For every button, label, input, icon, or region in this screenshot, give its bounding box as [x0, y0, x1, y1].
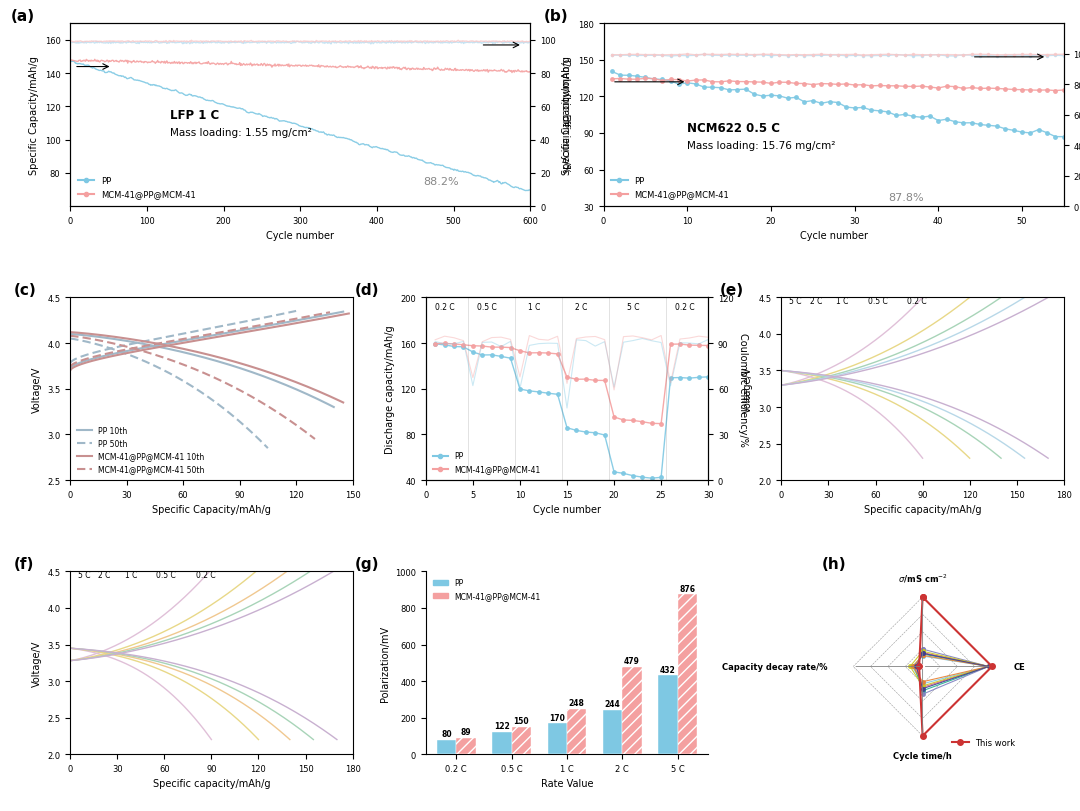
- Y-axis label: Polarization/mV: Polarization/mV: [379, 625, 390, 701]
- Bar: [567, 709, 586, 754]
- Text: Mass loading: 15.76 mg/cm²: Mass loading: 15.76 mg/cm²: [687, 140, 836, 150]
- X-axis label: Cycle number: Cycle number: [799, 231, 867, 241]
- X-axis label: Specific capacity/mAh/g: Specific capacity/mAh/g: [152, 779, 270, 788]
- Text: 170: 170: [550, 713, 565, 722]
- Text: 1 C: 1 C: [836, 297, 849, 306]
- Y-axis label: Coulombic Efficiency/%: Coulombic Efficiency/%: [559, 58, 570, 173]
- Text: 122: 122: [494, 722, 510, 731]
- Bar: [622, 667, 642, 754]
- Text: 150: 150: [513, 716, 529, 725]
- Text: 2 C: 2 C: [98, 571, 111, 580]
- Text: 876: 876: [679, 584, 696, 593]
- Bar: [659, 676, 678, 754]
- Legend: PP, MCM-41@PP@MCM-41: PP, MCM-41@PP@MCM-41: [608, 174, 732, 203]
- Text: (a): (a): [11, 9, 35, 24]
- Text: 89: 89: [461, 727, 471, 736]
- Legend: PP 10th, PP 50th, MCM-41@PP@MCM-41 10th, MCM-41@PP@MCM-41 50th: PP 10th, PP 50th, MCM-41@PP@MCM-41 10th,…: [75, 423, 207, 477]
- Text: 1 C: 1 C: [125, 571, 137, 580]
- Legend: PP, MCM-41@PP@MCM-41: PP, MCM-41@PP@MCM-41: [430, 448, 543, 477]
- Text: 0.2 C: 0.2 C: [675, 303, 694, 311]
- Text: 0.2 C: 0.2 C: [195, 571, 215, 580]
- Text: NCM622 0.5 C: NCM622 0.5 C: [687, 122, 780, 135]
- Bar: [512, 727, 531, 754]
- Y-axis label: Voltage/V: Voltage/V: [743, 366, 753, 413]
- Text: Capacity decay rate/%: Capacity decay rate/%: [723, 662, 827, 672]
- Text: (b): (b): [544, 9, 568, 24]
- Text: 479: 479: [624, 656, 640, 665]
- Text: 2 C: 2 C: [810, 297, 822, 306]
- Y-axis label: Discharge capacity/mAh/g: Discharge capacity/mAh/g: [384, 325, 394, 453]
- X-axis label: Specific Capacity/mAh/g: Specific Capacity/mAh/g: [152, 504, 271, 515]
- Legend: This work: This work: [949, 735, 1018, 750]
- Y-axis label: Voltage/V: Voltage/V: [31, 640, 42, 686]
- Text: 80: 80: [442, 729, 451, 738]
- Text: 5 C: 5 C: [626, 303, 639, 311]
- Text: 0.5 C: 0.5 C: [157, 571, 176, 580]
- Text: 0.2 C: 0.2 C: [435, 303, 455, 311]
- Bar: [548, 723, 567, 754]
- Text: 0.5 C: 0.5 C: [477, 303, 497, 311]
- Text: (c): (c): [14, 282, 37, 298]
- Text: 88.2%: 88.2%: [423, 178, 459, 187]
- Text: Mass loading: 1.55 mg/cm²: Mass loading: 1.55 mg/cm²: [170, 127, 312, 138]
- Text: $\sigma$/mS cm$^{-2}$: $\sigma$/mS cm$^{-2}$: [897, 572, 947, 585]
- Text: (f): (f): [14, 556, 35, 571]
- X-axis label: Cycle number: Cycle number: [267, 231, 335, 241]
- Text: 5 C: 5 C: [78, 571, 91, 580]
- Bar: [437, 740, 456, 754]
- Legend: PP, MCM-41@PP@MCM-41: PP, MCM-41@PP@MCM-41: [430, 576, 543, 603]
- Y-axis label: Specific Capacity/mAh/g: Specific Capacity/mAh/g: [29, 56, 39, 175]
- Bar: [492, 732, 512, 754]
- Text: 244: 244: [605, 699, 621, 708]
- Text: (g): (g): [355, 556, 380, 571]
- Text: (d): (d): [355, 282, 380, 298]
- Text: Cycle time/h: Cycle time/h: [893, 751, 951, 760]
- Legend: PP, MCM-41@PP@MCM-41: PP, MCM-41@PP@MCM-41: [75, 174, 199, 203]
- Bar: [603, 710, 622, 754]
- Text: 2 C: 2 C: [575, 303, 588, 311]
- X-axis label: Specific capacity/mAh/g: Specific capacity/mAh/g: [864, 504, 982, 515]
- Y-axis label: Specific Capacity/mAh/g: Specific Capacity/mAh/g: [563, 56, 572, 175]
- Text: (h): (h): [822, 556, 847, 571]
- Text: 248: 248: [569, 698, 584, 707]
- Text: 0.2 C: 0.2 C: [907, 297, 927, 306]
- X-axis label: Cycle number: Cycle number: [534, 504, 600, 515]
- Y-axis label: Voltage/V: Voltage/V: [31, 366, 42, 413]
- Text: 0.5 C: 0.5 C: [867, 297, 888, 306]
- Bar: [678, 594, 697, 754]
- Text: 87.8%: 87.8%: [888, 193, 923, 203]
- Text: LFP 1 C: LFP 1 C: [170, 109, 219, 122]
- Bar: [456, 738, 475, 754]
- Text: 5 C: 5 C: [789, 297, 801, 306]
- Text: (e): (e): [719, 282, 743, 298]
- X-axis label: Rate Value: Rate Value: [541, 779, 593, 788]
- Y-axis label: Coulombic efficiency/%: Coulombic efficiency/%: [738, 333, 747, 446]
- Text: 1 C: 1 C: [528, 303, 540, 311]
- Text: 432: 432: [660, 665, 676, 674]
- Text: CE: CE: [1014, 662, 1026, 672]
